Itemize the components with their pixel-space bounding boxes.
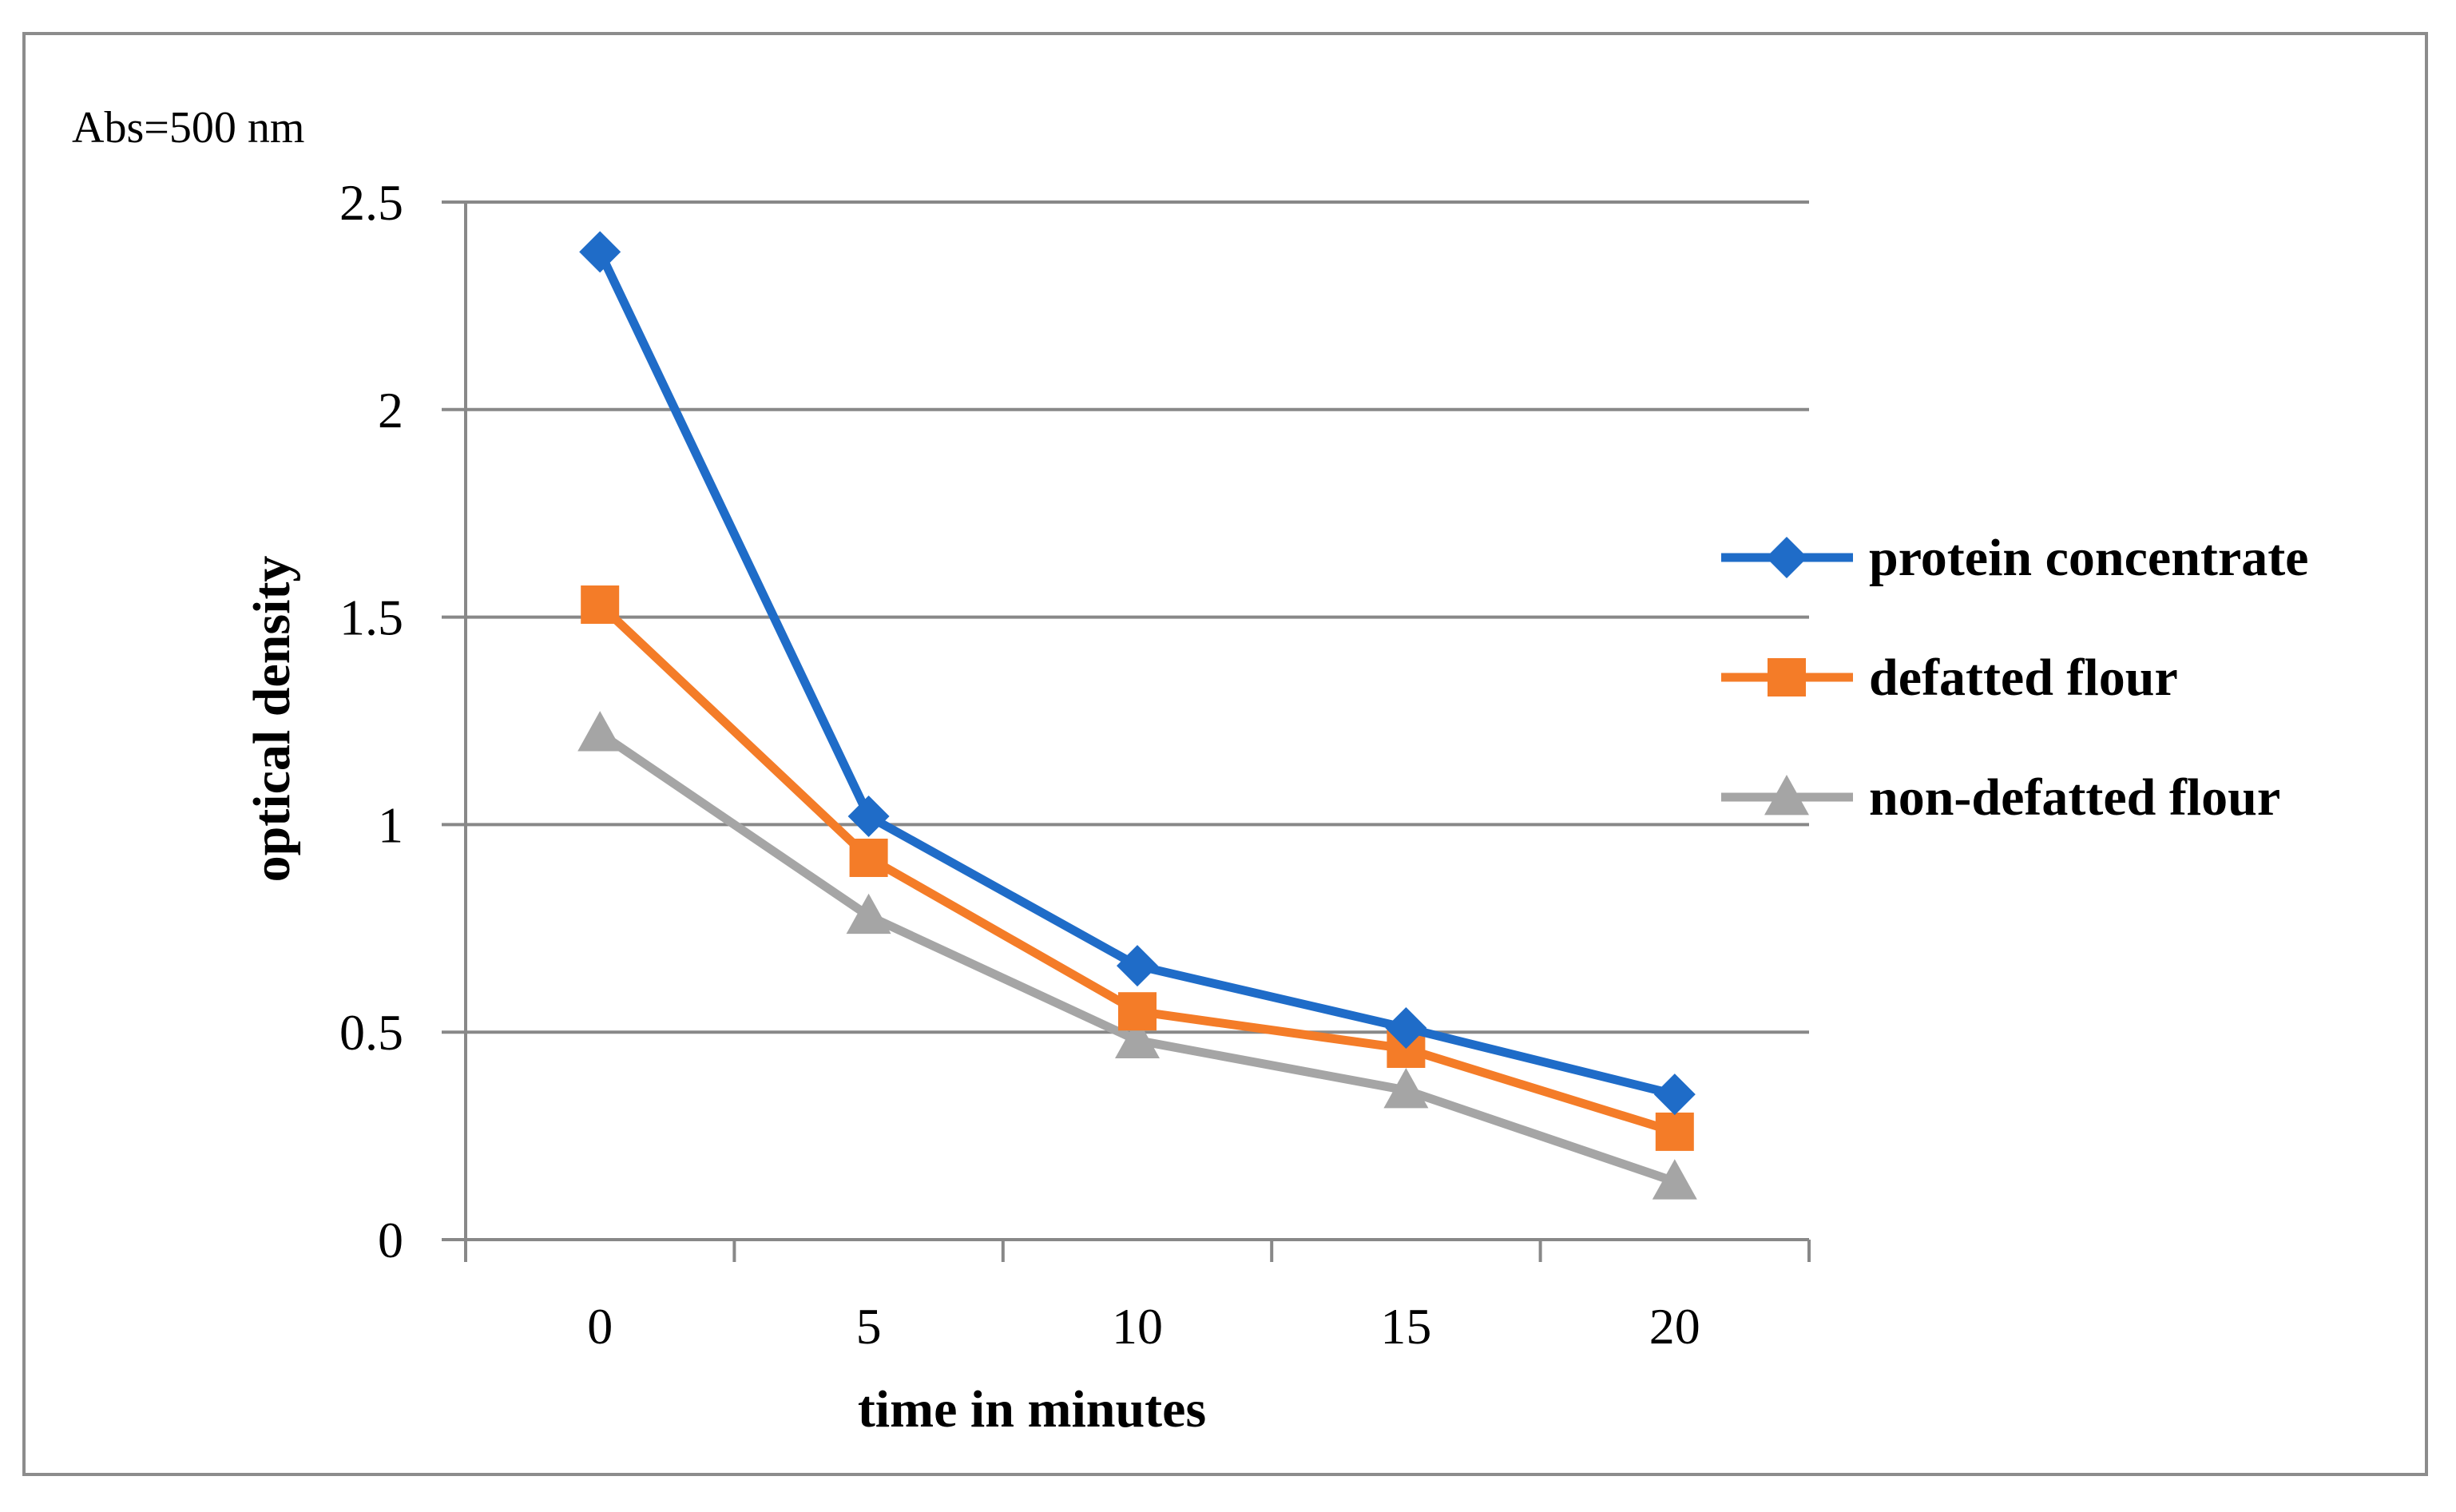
series-0 <box>579 231 1696 1116</box>
legend-label: defatted flour <box>1869 649 2178 707</box>
y-tick-label: 2.5 <box>339 174 403 231</box>
legend-marker <box>1764 775 1809 816</box>
data-point <box>1655 1112 1694 1151</box>
x-tick-label: 5 <box>856 1298 882 1355</box>
x-tick-label: 10 <box>1112 1298 1163 1355</box>
data-point <box>577 711 623 752</box>
chart-frame <box>22 32 2428 1476</box>
x-tick-label: 20 <box>1649 1298 1700 1355</box>
y-tick-label: 2 <box>378 382 403 439</box>
data-point <box>1652 1159 1697 1200</box>
series <box>577 231 1697 1200</box>
x-tick-label: 0 <box>587 1298 613 1355</box>
grid-lines <box>442 200 1809 1034</box>
y-tick-label: 0.5 <box>339 1004 403 1061</box>
legend: protein concentrate defatted flour non-def… <box>1721 529 2308 827</box>
axes <box>442 202 1811 1262</box>
x-tick-label: 15 <box>1380 1298 1431 1355</box>
data-point <box>579 231 621 273</box>
data-point <box>1118 992 1157 1031</box>
data-point <box>847 796 890 838</box>
legend-item: protein concentrate <box>1721 529 2308 587</box>
data-point <box>849 838 888 877</box>
data-point <box>1385 1007 1427 1050</box>
legend-item: defatted flour <box>1721 649 2178 707</box>
legend-marker <box>1768 658 1806 696</box>
data-point <box>1117 945 1158 987</box>
x-tick-labels: 0 5 10 15 20 <box>587 1298 1700 1355</box>
data-point <box>581 585 620 625</box>
y-tick-label: 0 <box>378 1212 403 1268</box>
unit-label: Abs=500 nm <box>72 103 304 153</box>
y-tick-labels: 0 0.5 1 1.5 2 2.5 <box>339 174 403 1268</box>
x-axis-title: time in minutes <box>858 1380 1206 1439</box>
data-point <box>846 893 891 935</box>
y-axis-title: optical density <box>243 556 301 883</box>
series-2 <box>577 711 1697 1200</box>
data-point <box>1115 1018 1160 1058</box>
data-point <box>1383 1067 1429 1109</box>
y-tick-label: 1.5 <box>339 589 403 646</box>
legend-marker <box>1766 537 1807 578</box>
legend-label: non-defatted flour <box>1869 768 2280 827</box>
series-1 <box>581 585 1694 1151</box>
y-tick-label: 1 <box>378 796 403 853</box>
data-point <box>1653 1073 1696 1116</box>
legend-item: non-defatted flour <box>1721 768 2280 827</box>
legend-label: protein concentrate <box>1869 529 2308 587</box>
